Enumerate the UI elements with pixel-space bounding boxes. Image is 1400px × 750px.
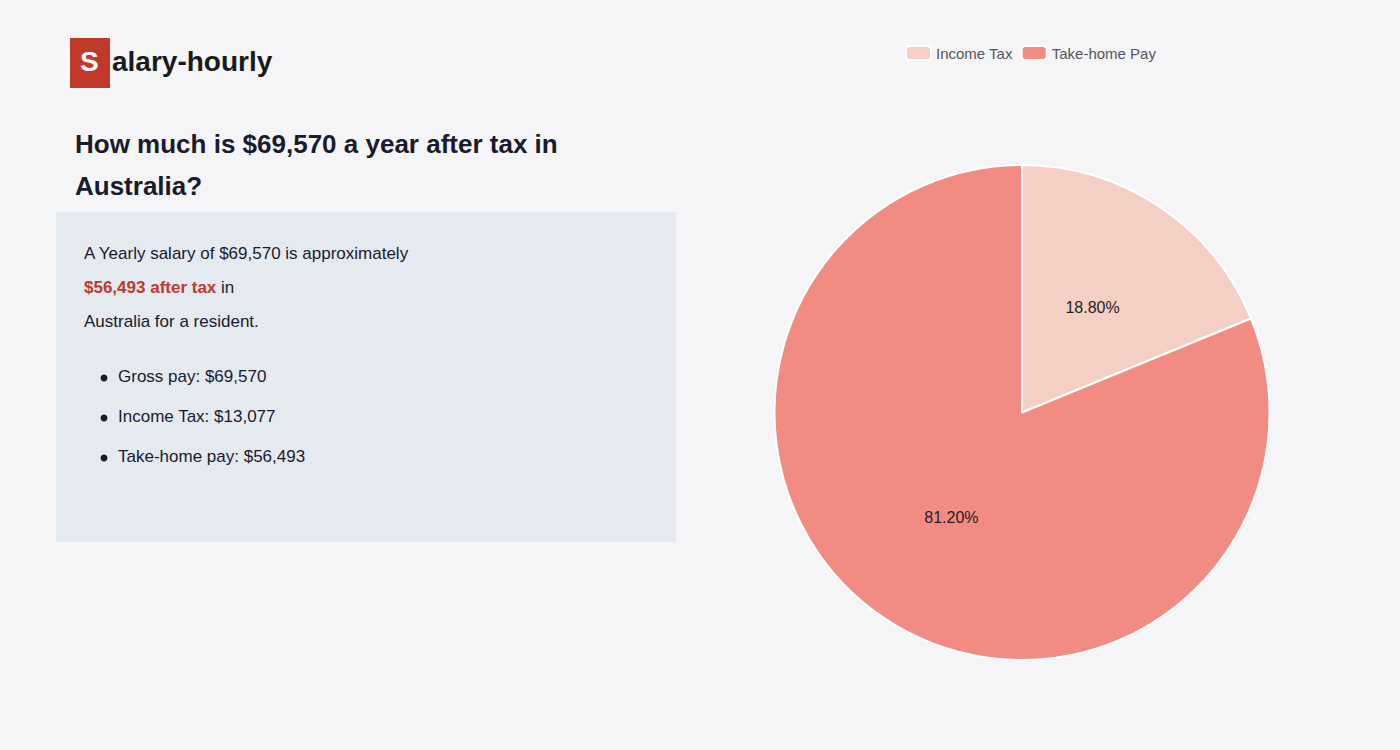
svg-text:How much is $69,570 a year aft: How much is $69,570 a year after tax in	[75, 129, 558, 159]
svg-text:Australia for a resident.: Australia for a resident.	[84, 312, 259, 331]
svg-text:Take-home pay: $56,493: Take-home pay: $56,493	[118, 447, 305, 466]
svg-text:Australia?: Australia?	[75, 171, 202, 201]
svg-text:in: in	[216, 278, 234, 297]
svg-text:Take-home Pay: Take-home Pay	[1052, 45, 1157, 62]
svg-text:81.20%: 81.20%	[924, 509, 978, 526]
svg-text:Gross pay: $69,570: Gross pay: $69,570	[118, 367, 266, 386]
svg-text:Income Tax: $13,077: Income Tax: $13,077	[118, 407, 276, 426]
svg-text:alary-hourly: alary-hourly	[112, 46, 273, 77]
svg-text:A Yearly salary of $69,570 is: A Yearly salary of $69,570 is approximat…	[84, 244, 413, 263]
svg-text:S: S	[80, 46, 99, 77]
svg-text:Income Tax: Income Tax	[936, 45, 1013, 62]
svg-text:18.80%: 18.80%	[1065, 299, 1119, 316]
svg-text:$56,493 after tax: $56,493 after tax	[84, 278, 217, 297]
